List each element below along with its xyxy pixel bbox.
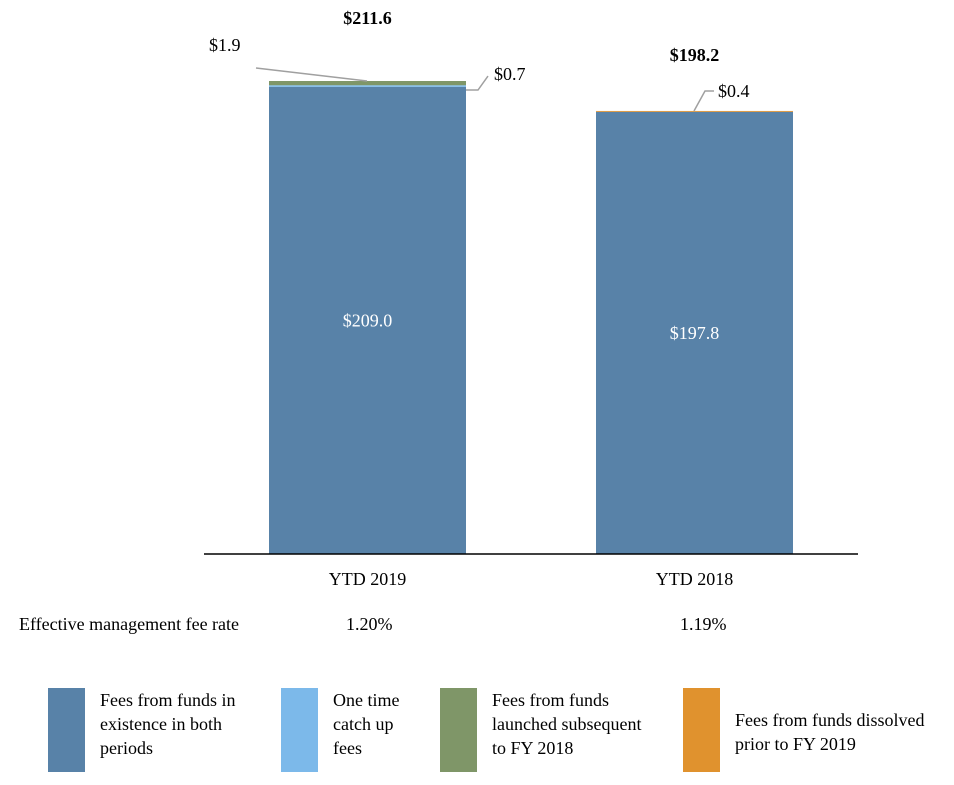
legend-item-existing-funds: Fees from funds in existence in both perio… xyxy=(48,688,235,772)
tick-label-ytd-2019: YTD 2019 xyxy=(329,569,407,589)
data-label-ytd-2019-launched-funds: $1.9 xyxy=(209,35,241,55)
total-label-ytd-2018: $198.2 xyxy=(670,45,720,65)
legend-label-dissolved-funds: Fees from funds dissolved prior to FY 201… xyxy=(735,710,925,754)
bar-ytd-2018-fees-from-funds-dissolved-prior-to-fy-2019 xyxy=(596,110,793,112)
tick-label-ytd-2018: YTD 2018 xyxy=(656,569,734,589)
legend-item-catch-up-fees: One time catch up fees xyxy=(281,688,399,772)
leader-lines-layer xyxy=(255,67,714,112)
rate-row-label: Effective management fee rate xyxy=(19,614,240,634)
labels-layer: YTD 2019 $211.6 YTD 2018 $198.2 $209.0 $197.8… xyxy=(209,8,750,589)
bar-ytd-2018-fees-from-funds-in-existence-in-both-periods xyxy=(596,111,793,554)
leader-line-ytd-2019-launched-funds xyxy=(255,67,368,82)
data-label-ytd-2018-existing-funds: $197.8 xyxy=(670,323,720,343)
data-label-ytd-2019-existing-funds: $209.0 xyxy=(343,310,393,330)
legend: Fees from funds in existence in both perio… xyxy=(0,688,954,778)
leader-line-ytd-2018-dissolved-funds xyxy=(693,90,714,112)
total-label-ytd-2019: $211.6 xyxy=(343,8,392,28)
legend-swatch-catch-up-fees xyxy=(281,688,318,772)
bar-ytd-2019-fees-from-funds-launched-subsequent-to-fy-2018 xyxy=(269,81,466,86)
legend-item-dissolved-funds: Fees from funds dissolved prior to FY 201… xyxy=(683,688,924,772)
legend-swatch-launched-funds xyxy=(440,688,477,772)
rate-value-ytd-2019: 1.20% xyxy=(346,614,393,634)
bars-layer xyxy=(269,81,793,554)
data-label-ytd-2018-dissolved-funds: $0.4 xyxy=(718,81,750,101)
rate-value-ytd-2018: 1.19% xyxy=(680,614,727,634)
legend-item-launched-funds: Fees from funds launched subsequent to FY … xyxy=(440,688,641,772)
legend-swatch-dissolved-funds xyxy=(683,688,720,772)
leader-line-ytd-2019-catch-up-fees xyxy=(466,75,489,91)
data-label-ytd-2019-catch-up-fees: $0.7 xyxy=(494,64,526,84)
legend-label-launched-funds: Fees from funds launched subsequent to FY … xyxy=(492,690,642,758)
legend-swatch-existing-funds xyxy=(48,688,85,772)
bar-ytd-2019-one-time-catch-up-fees xyxy=(269,85,466,87)
stacked-bar-chart: YTD 2019 $211.6 YTD 2018 $198.2 $209.0 $197.8… xyxy=(204,8,858,589)
legend-label-existing-funds: Fees from funds in existence in both perio… xyxy=(100,690,236,758)
bar-ytd-2019-fees-from-funds-in-existence-in-both-periods xyxy=(269,86,466,554)
legend-label-catch-up-fees: One time catch up fees xyxy=(333,690,400,758)
